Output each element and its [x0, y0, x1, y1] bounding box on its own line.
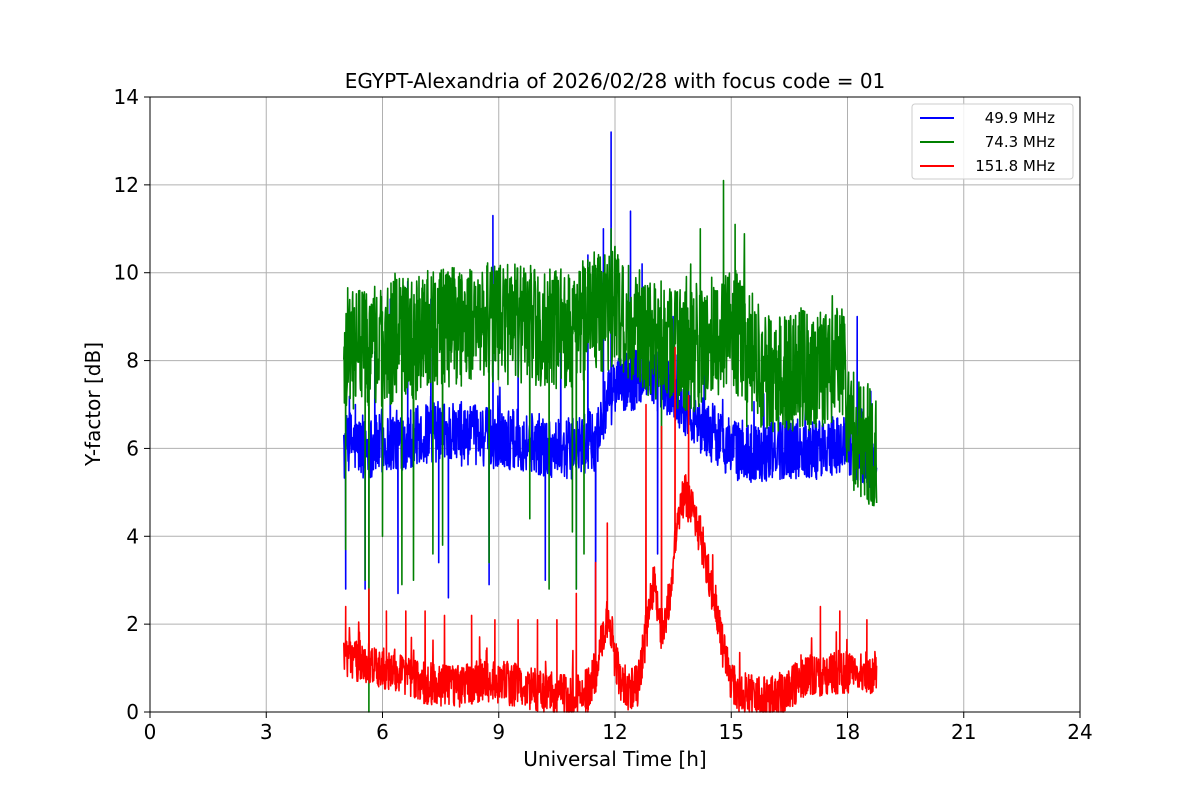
x-tick-label: 9	[492, 720, 505, 744]
series-line-1	[343, 131, 878, 674]
series-line-2	[343, 179, 878, 713]
x-tick-label: 0	[144, 720, 157, 744]
y-axis: 0 2 4 6 8 10 12 14	[114, 85, 150, 724]
x-tick-label: 18	[835, 720, 860, 744]
y-tick-label: 0	[126, 700, 139, 724]
x-axis-label: Universal Time [h]	[523, 747, 706, 771]
y-tick-label: 10	[114, 261, 139, 285]
x-tick-label: 21	[951, 720, 976, 744]
legend-box	[911, 103, 1074, 180]
x-tick-label: 15	[719, 720, 744, 744]
y-tick-label: 2	[126, 612, 139, 636]
legend-label-2: 74.3 MHz	[985, 133, 1055, 151]
series-line-3	[343, 346, 878, 713]
x-axis: 0 3 6 9 12 15 18 21 24	[144, 712, 1093, 744]
x-tick-label: 6	[376, 720, 389, 744]
y-axis-label: Y-factor [dB]	[81, 342, 105, 467]
x-tick-label: 12	[602, 720, 627, 744]
legend: 49.9 MHz 74.3 MHz 151.8 MHz	[911, 103, 1074, 180]
y-tick-label: 14	[114, 85, 139, 109]
series-group	[343, 131, 878, 713]
legend-label-1: 49.9 MHz	[985, 109, 1055, 127]
y-tick-label: 8	[126, 349, 139, 373]
y-tick-label: 6	[126, 436, 139, 460]
y-tick-label: 12	[114, 173, 139, 197]
x-tick-label: 24	[1067, 720, 1092, 744]
x-tick-label: 3	[260, 720, 273, 744]
y-tick-label: 4	[126, 524, 139, 548]
legend-label-3: 151.8 MHz	[975, 157, 1055, 175]
chart-title: EGYPT-Alexandria of 2026/02/28 with focu…	[345, 69, 886, 93]
